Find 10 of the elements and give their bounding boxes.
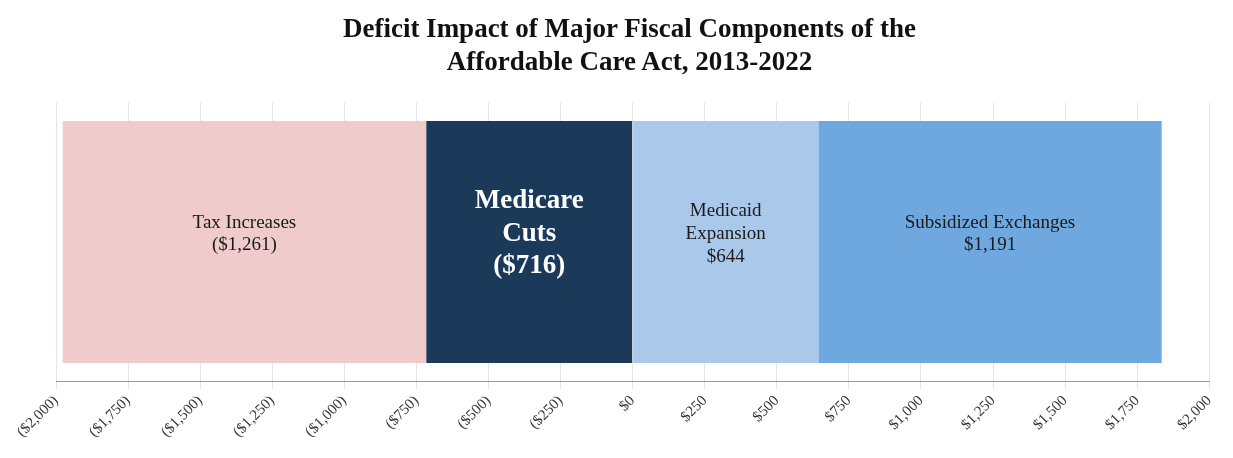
data-label: $644: [706, 244, 746, 266]
chart-title: Deficit Impact of Major Fiscal Components of the Affordable Care Act, 2013-2022: [342, 13, 917, 76]
series-label: Subsidized Exchanges: [904, 210, 1076, 232]
series-label: Medicare Cuts: [474, 184, 584, 247]
series-label: Medicaid Expansion: [685, 199, 767, 243]
series-label: Tax Increases: [192, 210, 297, 232]
x-tick-label: $0: [615, 392, 638, 414]
data-label: ($716): [493, 249, 566, 280]
data-label: $1,191: [963, 233, 1017, 255]
data-label: ($1,261): [211, 233, 277, 256]
